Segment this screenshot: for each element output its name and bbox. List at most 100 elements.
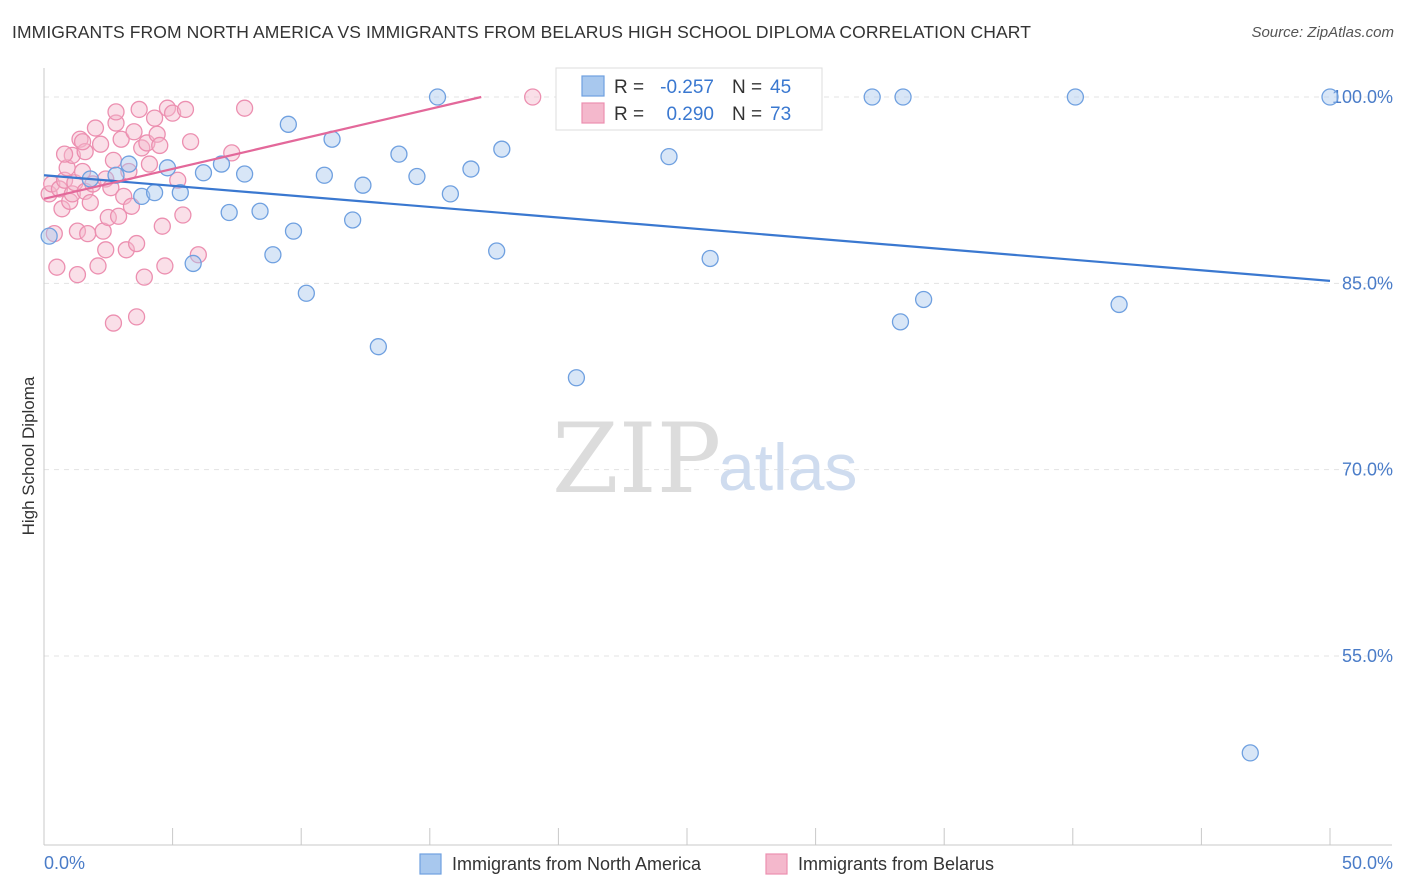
series-north-america-points [40, 88, 1339, 762]
stats-r-value-blue: -0.257 [660, 77, 714, 98]
y-tick-label: 70.0% [1342, 460, 1393, 480]
data-point-belarus [81, 193, 99, 212]
data-point-belarus [79, 224, 97, 243]
y-tick-label: 100.0% [1332, 87, 1393, 107]
trendlines [43, 95, 1331, 282]
data-point-north-america [133, 187, 151, 206]
data-point-belarus [117, 241, 135, 259]
data-point-north-america [493, 140, 511, 158]
data-point-north-america [212, 155, 231, 173]
data-point-north-america [279, 115, 297, 133]
data-point-north-america [40, 227, 58, 245]
stats-r-label-pink: R = [614, 104, 644, 125]
legend-label-belarus: Immigrants from Belarus [798, 854, 994, 874]
data-point-north-america [488, 242, 506, 260]
y-tick-label: 55.0% [1342, 646, 1393, 666]
data-point-north-america [894, 88, 912, 106]
legend: Immigrants from North America Immigrants… [419, 853, 994, 875]
data-point-north-america [184, 254, 202, 273]
legend-swatch-north-america [419, 853, 442, 875]
data-point-north-america [1066, 88, 1085, 106]
data-point-belarus [153, 217, 171, 235]
data-point-north-america [1321, 88, 1339, 106]
data-point-north-america [264, 246, 282, 264]
data-point-north-america [297, 284, 315, 302]
data-point-belarus [68, 222, 87, 240]
data-point-belarus [174, 206, 192, 224]
data-point-north-america [567, 369, 586, 387]
data-point-north-america [462, 160, 480, 178]
data-point-north-america [343, 211, 362, 229]
legend-label-north-america: Immigrants from North America [452, 854, 702, 874]
stats-r-value-pink: 0.290 [666, 104, 714, 125]
data-point-north-america [369, 338, 388, 356]
data-point-north-america [390, 145, 408, 163]
x-axis-ticks [43, 828, 1331, 845]
watermark: ZIP atlas [552, 403, 857, 515]
data-point-north-america [107, 166, 125, 184]
data-point-north-america [145, 184, 164, 202]
data-point-north-america [194, 164, 213, 182]
data-point-north-america [701, 249, 719, 268]
data-point-belarus [163, 104, 182, 122]
watermark-zip: ZIP [552, 403, 721, 515]
data-point-belarus [89, 257, 107, 275]
y-tick-label: 85.0% [1342, 273, 1393, 293]
data-point-belarus [135, 268, 153, 286]
data-point-belarus [107, 103, 125, 121]
data-point-north-america [220, 203, 238, 222]
stats-box: R = -0.257 N = 45 R = 0.290 N = 73 [555, 67, 823, 131]
data-point-belarus [133, 139, 151, 157]
axes [43, 68, 1392, 846]
data-point-belarus [104, 314, 123, 332]
data-point-belarus [158, 99, 177, 117]
data-point-north-america [315, 166, 333, 184]
data-point-north-america [660, 147, 678, 166]
x-tick-label-max: 50.0% [1342, 853, 1393, 873]
data-point-belarus [50, 180, 69, 198]
data-point-belarus [91, 135, 110, 153]
data-point-north-america [914, 290, 933, 309]
chart-title: IMMIGRANTS FROM NORTH AMERICA VS IMMIGRA… [12, 22, 1031, 42]
stats-swatch-blue [581, 75, 605, 97]
trendline-belarus [43, 95, 482, 200]
stats-r-label-blue: R = [614, 77, 644, 98]
data-point-belarus [112, 130, 130, 148]
data-point-belarus [140, 155, 159, 173]
data-point-north-america [235, 165, 254, 183]
data-point-north-america [428, 88, 447, 106]
stats-n-label-pink: N = [732, 104, 762, 125]
data-point-belarus [86, 119, 105, 137]
data-point-north-america [120, 155, 138, 173]
data-point-belarus [76, 143, 94, 161]
stats-swatch-pink [581, 102, 605, 124]
data-point-belarus [156, 257, 174, 275]
data-point-belarus [97, 241, 115, 259]
legend-swatch-belarus [765, 853, 788, 875]
x-tick-label-min: 0.0% [44, 853, 85, 873]
data-point-belarus [125, 123, 143, 141]
data-point-north-america [891, 313, 910, 331]
data-point-north-america [171, 184, 189, 202]
y-axis-label: High School Diploma [19, 376, 38, 535]
stats-n-label-blue: N = [732, 77, 762, 98]
data-point-belarus [151, 136, 169, 155]
data-point-north-america [863, 88, 881, 106]
data-point-belarus [55, 145, 74, 163]
data-point-belarus [235, 99, 254, 117]
watermark-atlas: atlas [718, 430, 857, 504]
data-point-north-america [1241, 744, 1259, 762]
data-point-north-america [408, 167, 426, 186]
data-point-belarus [109, 207, 128, 225]
data-point-north-america [354, 176, 372, 194]
stats-n-value-blue: 45 [770, 77, 791, 98]
trendline-north-america [43, 174, 1331, 282]
data-point-north-america [251, 202, 269, 220]
data-point-belarus [68, 265, 87, 284]
data-point-belarus [181, 133, 200, 151]
data-point-belarus [73, 133, 92, 151]
source-note: Source: ZipAtlas.com [1251, 24, 1394, 41]
data-point-north-america [1110, 295, 1128, 314]
stats-n-value-pink: 73 [770, 104, 791, 125]
